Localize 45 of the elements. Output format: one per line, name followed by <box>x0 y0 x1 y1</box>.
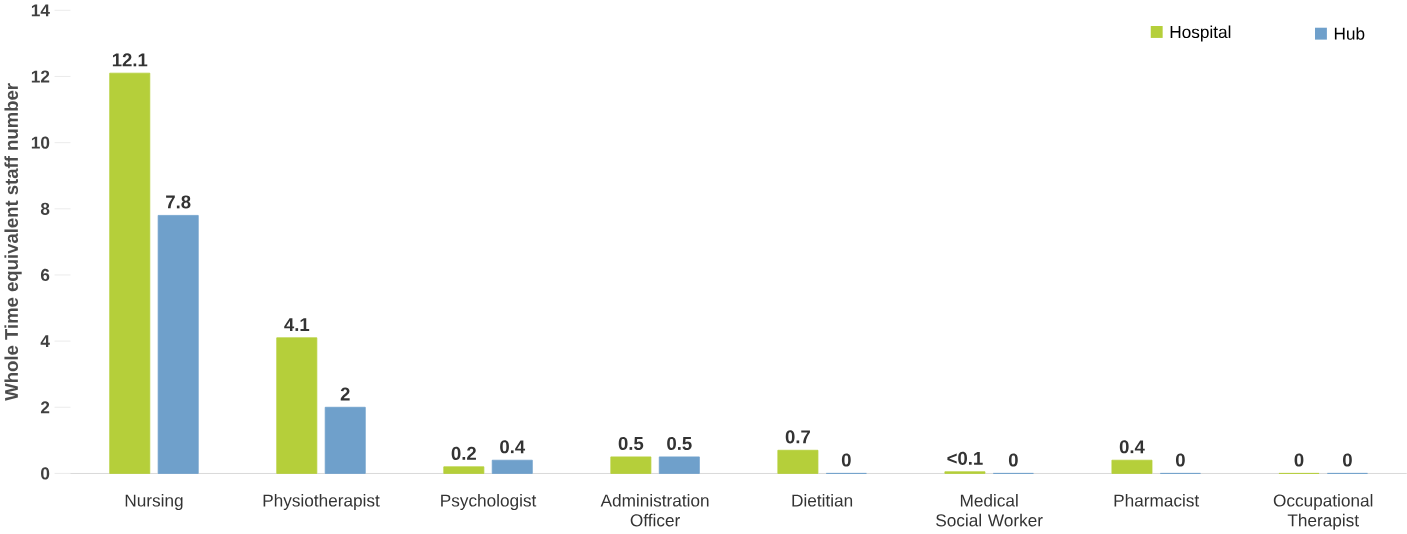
bar <box>157 214 199 474</box>
y-tick-label: 6 <box>40 268 50 281</box>
data-label: 0.4 <box>1119 440 1145 454</box>
x-tick-label: Psychologist <box>441 493 537 510</box>
data-label: 0.4 <box>500 440 526 454</box>
y-tick-label: 8 <box>40 202 50 215</box>
data-label: 7.8 <box>166 195 191 209</box>
data-label: 4.1 <box>284 318 310 331</box>
bar <box>109 72 151 474</box>
y-tick-label: 2 <box>40 401 50 414</box>
data-label: 0.2 <box>451 446 476 460</box>
data-label: 0 <box>841 453 851 467</box>
data-label: 12.1 <box>112 53 148 67</box>
bar <box>658 456 700 474</box>
y-tick-label: 14 <box>31 4 50 17</box>
x-tick-label: Occupational Therapist <box>1273 493 1373 530</box>
legend-label: Hospital <box>1170 25 1231 42</box>
x-tick-label: Medical Social Worker <box>936 493 1043 527</box>
data-label: 0 <box>1008 453 1018 467</box>
data-label: 0.7 <box>785 430 810 444</box>
bar <box>610 456 652 474</box>
data-label: 0 <box>1294 453 1304 467</box>
y-tick-label: 0 <box>41 467 50 480</box>
legend-label: Hub <box>1334 27 1365 40</box>
bar <box>777 449 819 474</box>
y-tick-label: 10 <box>31 136 50 149</box>
x-tick-label: Physiotherapist <box>263 493 380 510</box>
data-label: <0.1 <box>947 451 983 465</box>
y-axis-title: Whole Time equivalent staff number <box>4 83 22 401</box>
data-label: 0 <box>1343 453 1352 467</box>
x-tick-label: Pharmacist <box>1114 493 1200 507</box>
data-label: 0.5 <box>667 436 692 450</box>
data-label: 0.5 <box>618 436 644 450</box>
y-tick-label: 4 <box>40 335 50 347</box>
data-label: 0 <box>1175 453 1185 467</box>
x-tick-label: Nursing <box>125 493 183 510</box>
bar <box>324 406 366 474</box>
x-tick-label: Administration Officer <box>600 493 709 527</box>
x-tick-label: Dietitian <box>792 493 853 507</box>
y-tick-label: 12 <box>31 70 50 83</box>
bar <box>1111 459 1153 474</box>
data-label: 2 <box>340 387 350 401</box>
bar <box>276 337 318 474</box>
bar <box>443 466 485 474</box>
bar <box>491 459 533 474</box>
